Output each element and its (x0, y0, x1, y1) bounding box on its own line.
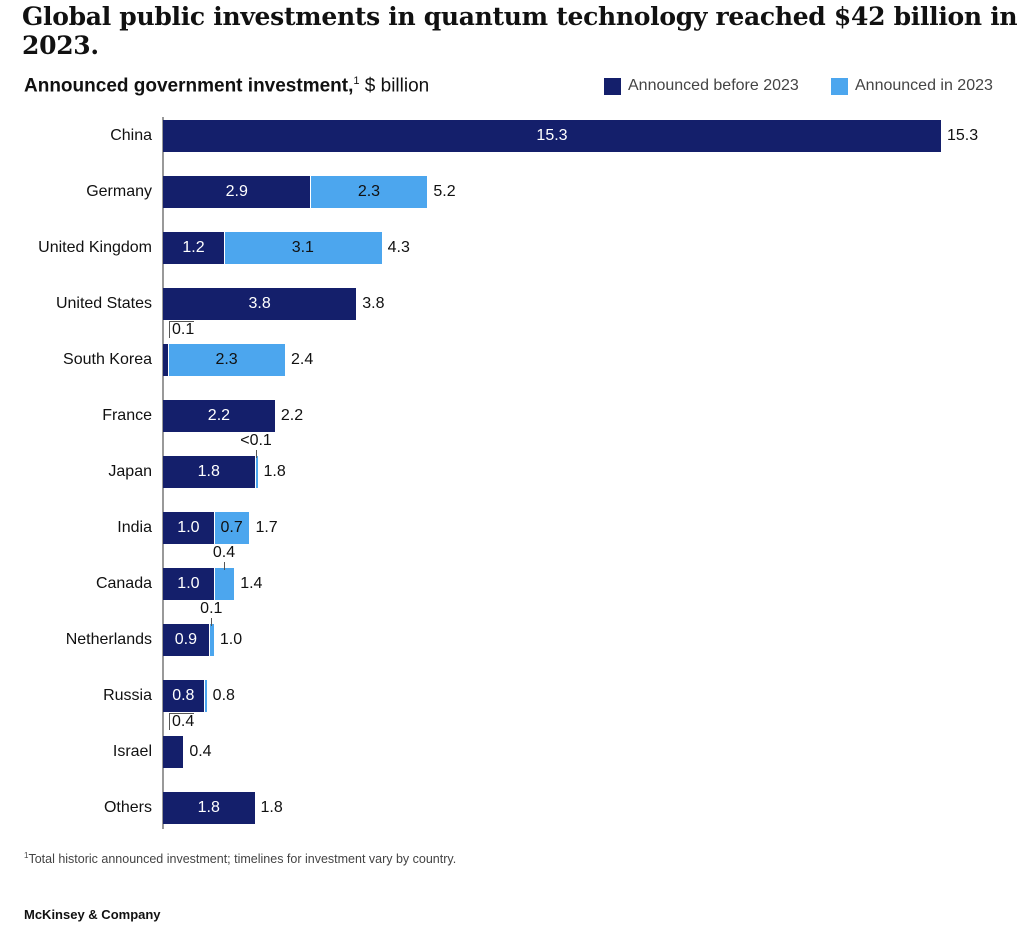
callout-label-in-2023: 0.4 (212, 544, 236, 561)
total-label: 15.3 (947, 127, 979, 144)
total-label: 3.8 (362, 295, 385, 312)
category-label: United Kingdom (38, 239, 152, 256)
legend-label: Announced in 2023 (855, 77, 993, 94)
y-axis-line (162, 117, 164, 829)
bar-before-2023 (163, 288, 357, 320)
total-label: 1.8 (263, 463, 286, 480)
footnote-mark: 1 (24, 851, 29, 860)
bar-label-before: 1.0 (177, 575, 200, 592)
bar-label-in-2023: 2.3 (357, 183, 381, 200)
legend-item-before-2023: Announced before 2023 (604, 77, 799, 95)
total-label: 1.8 (260, 799, 283, 816)
bar-label-before: 1.2 (182, 239, 205, 256)
bar-label-in-2023: 3.1 (291, 239, 314, 256)
legend-item-in-2023: Announced in 2023 (831, 77, 993, 95)
bar-in-2023 (213, 568, 235, 600)
callout-tick (211, 618, 213, 626)
category-label: China (110, 127, 152, 144)
footnote: 1Total historic announced investment; ti… (24, 851, 456, 866)
callout-label-before: 0.1 (169, 321, 195, 338)
bar-before-2023 (163, 736, 184, 768)
callout-tick (224, 562, 226, 570)
bar-label-before: 1.8 (197, 799, 220, 816)
bar-before-2023 (163, 456, 255, 488)
total-label: 4.3 (387, 239, 410, 256)
chart-subtitle: Announced government investment,1 $ bill… (24, 75, 429, 97)
bar-before-2023 (163, 792, 255, 824)
mckinsey-logo: McKinsey & Company (24, 907, 161, 922)
callout-label-in-2023: <0.1 (240, 432, 272, 449)
legend-swatch (831, 77, 848, 95)
callout-label-in-2023: 0.1 (200, 600, 223, 617)
total-label: 1.4 (240, 575, 263, 592)
bar-in-2023 (310, 176, 428, 208)
subtitle-unit: $ billion (359, 75, 430, 97)
category-label: South Korea (63, 351, 152, 368)
category-label: Canada (95, 575, 152, 592)
bar-before-2023 (163, 344, 169, 376)
category-label: Germany (86, 183, 152, 200)
subtitle-label: Announced government investment, (24, 75, 354, 97)
callout-label-before: 0.4 (169, 713, 195, 730)
bar-before-2023 (163, 624, 209, 656)
legend-swatch (604, 77, 621, 95)
total-label: 5.2 (433, 183, 456, 200)
category-label: Israel (112, 743, 152, 760)
category-label: United States (55, 295, 152, 312)
bar-label-before: 3.8 (248, 295, 271, 312)
bar-label-in-2023: 0.7 (220, 519, 243, 536)
bar-before-2023 (163, 568, 214, 600)
bar-in-2023 (224, 232, 382, 264)
bar-label-before: 2.9 (225, 183, 248, 200)
callout-tick (256, 450, 258, 458)
bar-in-2023 (208, 624, 214, 656)
bar-in-2023 (203, 680, 207, 712)
total-label: 1.7 (255, 519, 278, 536)
total-label: 2.2 (280, 407, 304, 424)
category-label: Russia (103, 687, 152, 704)
bar-in-2023 (168, 344, 286, 376)
bar-label-before: 0.8 (172, 687, 195, 704)
bar-before-2023 (163, 176, 311, 208)
bar-in-2023 (254, 456, 258, 488)
bar-label-in-2023: 2.3 (215, 351, 238, 368)
bar-before-2023 (163, 232, 225, 264)
category-label: India (117, 519, 152, 536)
bar-label-before: 2.2 (207, 407, 231, 424)
bar-label-before: 0.9 (174, 631, 197, 648)
legend-label: Announced before 2023 (628, 77, 799, 94)
chart-title: Global public investments in quantum tec… (22, 2, 1018, 60)
category-label: Others (103, 799, 152, 816)
footnote-text: Total historic announced investment; tim… (28, 852, 457, 867)
bar-label-before: 1.0 (177, 519, 200, 536)
total-label: 0.4 (189, 743, 212, 760)
bar-label-before: 1.8 (197, 463, 220, 480)
total-label: 0.8 (212, 687, 235, 704)
bar-before-2023 (163, 400, 275, 432)
bar-before-2023 (163, 680, 204, 712)
bar-before-2023 (163, 120, 941, 152)
subtitle-footnote-mark: 1 (353, 75, 360, 87)
total-label: 1.0 (219, 631, 243, 648)
bar-label-before: 15.3 (536, 127, 568, 144)
bar-in-2023 (213, 512, 250, 544)
category-label: Netherlands (65, 631, 152, 648)
category-label: France (102, 407, 152, 424)
bar-before-2023 (163, 512, 214, 544)
total-label: 2.4 (291, 351, 314, 368)
category-label: Japan (108, 463, 152, 480)
